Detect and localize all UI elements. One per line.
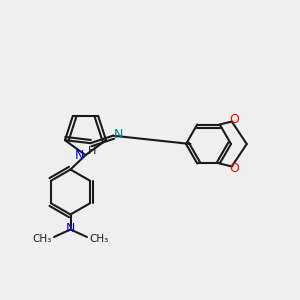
Text: H: H xyxy=(88,146,96,156)
Text: N: N xyxy=(114,128,123,141)
Text: O: O xyxy=(229,112,239,126)
Text: O: O xyxy=(229,162,239,176)
Text: N: N xyxy=(66,221,75,235)
Text: CH₃: CH₃ xyxy=(32,233,52,244)
Text: CH₃: CH₃ xyxy=(89,233,109,244)
Text: N: N xyxy=(75,148,84,162)
